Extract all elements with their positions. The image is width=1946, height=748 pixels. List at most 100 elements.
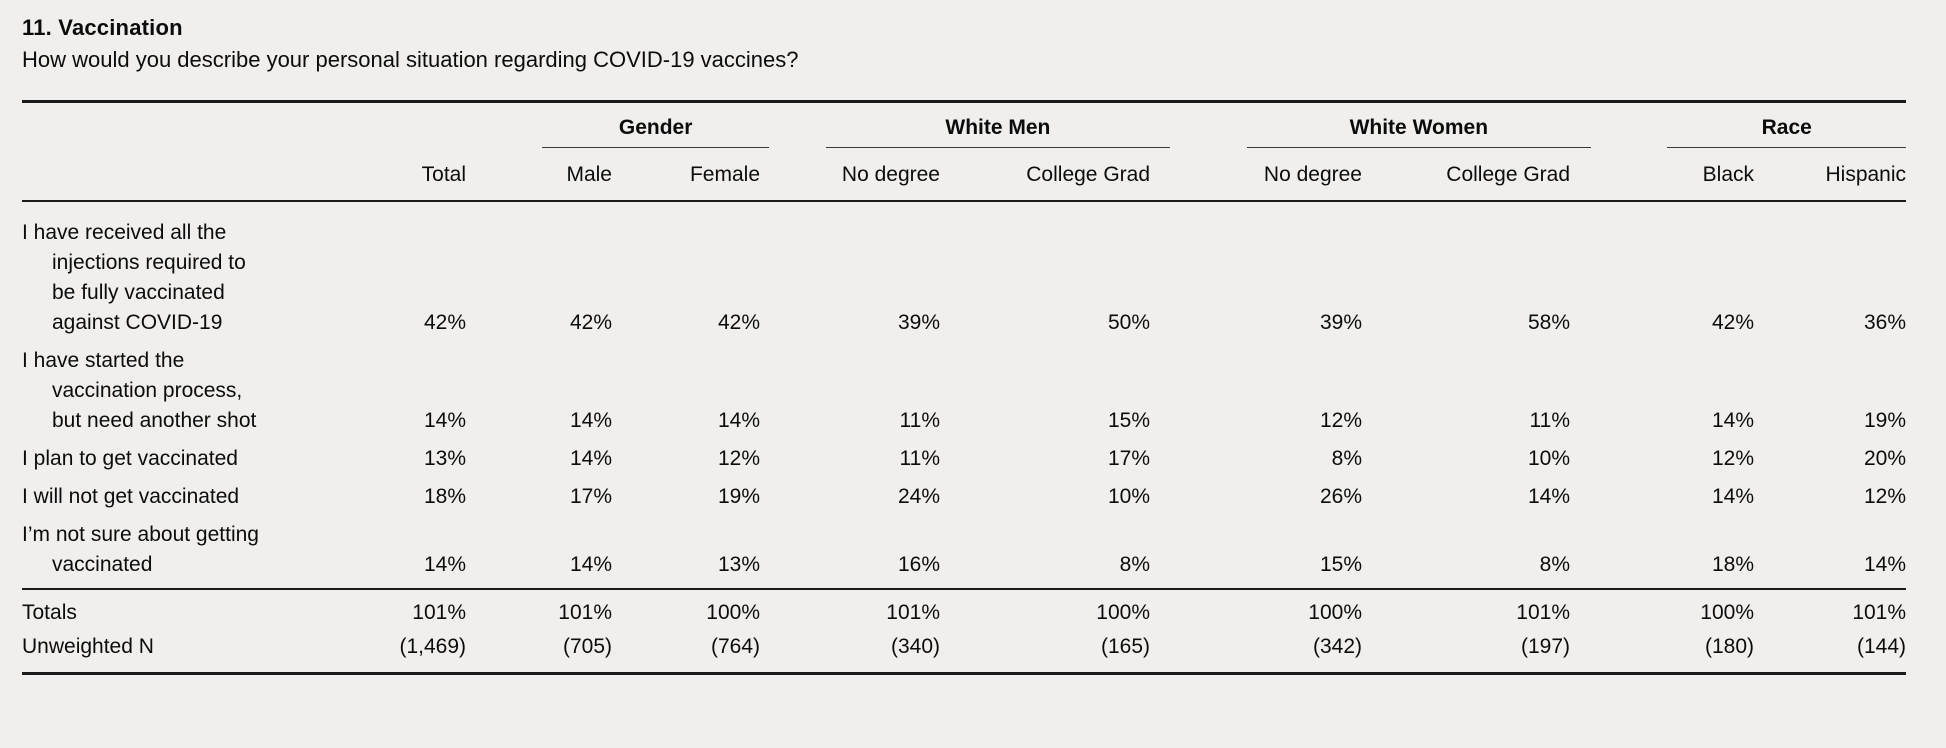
row-label: I have received all the injections requi… — [22, 221, 246, 334]
column-header-wm-college-grad: College Grad — [940, 148, 1150, 202]
table-row: I’m not sure about getting vaccinated 14… — [22, 512, 1906, 589]
column-header-female: Female — [612, 148, 760, 202]
cell-value: (165) — [1100, 635, 1150, 658]
group-label: White Women — [1349, 116, 1489, 139]
group-header-white-women: White Women — [1150, 102, 1592, 148]
column-header-hispanic: Hispanic — [1754, 148, 1907, 202]
cell-value: 36% — [1864, 311, 1907, 334]
cell-value: 42% — [569, 311, 612, 334]
table-body: I have received all the injections requi… — [22, 201, 1906, 589]
cell-value: 100% — [1150, 588, 1362, 628]
table-header: Gender White Men White Women Race Total … — [22, 102, 1907, 202]
row-label: Totals — [22, 588, 280, 628]
cell-value: (764) — [710, 635, 760, 658]
unweighted-n-row: Unweighted N (1,469) (705) (764) (340) (… — [22, 628, 1906, 674]
cell-value: 14% — [1527, 485, 1571, 508]
cell-value: 11% — [899, 409, 940, 432]
cell-value: 14% — [717, 409, 760, 432]
table-footer: Totals 101% 101% 100% 101% 100% 100% 101… — [22, 588, 1907, 674]
cell-value: 101% — [760, 588, 940, 628]
section-title: 11. Vaccination — [22, 15, 183, 40]
question-text: How would you describe your personal sit… — [22, 47, 799, 72]
group-header-white-men: White Men — [760, 102, 1170, 148]
cell-value: 12% — [1864, 485, 1907, 508]
row-label: I have started the vaccination process, … — [22, 349, 257, 432]
cell-value: 11% — [899, 447, 940, 470]
group-underline — [1667, 147, 1907, 148]
cell-value: 42% — [423, 311, 466, 334]
table-row: I plan to get vaccinated 13% 14% 12% 11%… — [22, 436, 1906, 474]
group-underline — [1246, 147, 1592, 148]
cell-value: 18% — [1711, 553, 1755, 576]
cell-value: 100% — [612, 588, 760, 628]
cell-value: 24% — [897, 485, 940, 508]
group-label: Race — [1761, 116, 1812, 139]
cell-value: (197) — [1520, 635, 1571, 658]
cell-value: 101% — [280, 588, 466, 628]
row-label: Unweighted N — [22, 635, 154, 658]
cell-value: 14% — [1711, 485, 1755, 508]
cell-value: 42% — [1711, 311, 1755, 334]
column-header-ww-college-grad: College Grad — [1362, 148, 1571, 202]
cell-value: 14% — [569, 447, 612, 470]
cell-value: 8% — [1119, 553, 1150, 576]
column-header-ww-no-degree: No degree — [1150, 148, 1362, 202]
cell-value: 11% — [1529, 409, 1571, 432]
cell-value: 18% — [423, 485, 466, 508]
cell-value: (144) — [1857, 635, 1907, 658]
cell-value: 16% — [897, 553, 940, 576]
column-header-total: Total — [280, 148, 466, 202]
cell-value: 14% — [423, 553, 466, 576]
cell-value: 26% — [1319, 485, 1362, 508]
cell-value: 15% — [1107, 409, 1150, 432]
cell-value: (705) — [562, 635, 612, 658]
group-label: White Men — [945, 116, 1051, 139]
cell-value: 101% — [1362, 588, 1571, 628]
cell-value: 42% — [717, 311, 760, 334]
cell-value: 101% — [466, 588, 612, 628]
cell-value: 8% — [1331, 447, 1362, 470]
cell-value: (340) — [890, 635, 940, 658]
cell-value: 50% — [1107, 311, 1150, 334]
cell-value: 15% — [1319, 553, 1362, 576]
column-header-row: Total Male Female No degree College Grad… — [22, 148, 1907, 202]
cell-value: 10% — [1107, 485, 1150, 508]
cell-value: 12% — [1319, 409, 1362, 432]
row-label: I’m not sure about getting vaccinated — [22, 523, 259, 576]
row-label: I will not get vaccinated — [22, 485, 240, 508]
group-header-row: Gender White Men White Women Race — [22, 102, 1907, 149]
cell-value: 14% — [569, 409, 612, 432]
group-underline — [542, 147, 769, 148]
cell-value: 19% — [717, 485, 760, 508]
group-header-race: Race — [1570, 102, 1907, 148]
cell-value: 12% — [1711, 447, 1755, 470]
column-header-spacer — [22, 148, 280, 202]
crosstab-table: Gender White Men White Women Race Total … — [22, 100, 1907, 675]
cell-value: 12% — [717, 447, 760, 470]
cell-value: (180) — [1704, 635, 1755, 658]
cell-value: 13% — [717, 553, 760, 576]
cell-value: 14% — [569, 553, 612, 576]
table-row: I have started the vaccination process, … — [22, 338, 1906, 436]
cell-value: (1,469) — [399, 635, 466, 658]
cell-value: 14% — [1711, 409, 1755, 432]
cell-value: 20% — [1864, 447, 1907, 470]
cell-value: 100% — [940, 588, 1150, 628]
column-header-black: Black — [1570, 148, 1755, 202]
group-label: Gender — [618, 116, 693, 139]
cell-value: 100% — [1570, 588, 1755, 628]
table-row: I will not get vaccinated 18% 17% 19% 24… — [22, 474, 1906, 512]
cell-value: 10% — [1527, 447, 1571, 470]
cell-value: 13% — [423, 447, 466, 470]
cell-value: 14% — [1864, 553, 1907, 576]
group-header-spacer — [22, 102, 466, 149]
group-header-gender: Gender — [466, 102, 769, 148]
group-underline — [826, 147, 1170, 148]
cell-value: 8% — [1539, 553, 1571, 576]
cell-value: 101% — [1754, 588, 1907, 628]
cell-value: (342) — [1312, 635, 1362, 658]
cell-value: 14% — [423, 409, 466, 432]
cell-value: 39% — [897, 311, 940, 334]
column-header-male: Male — [466, 148, 612, 202]
